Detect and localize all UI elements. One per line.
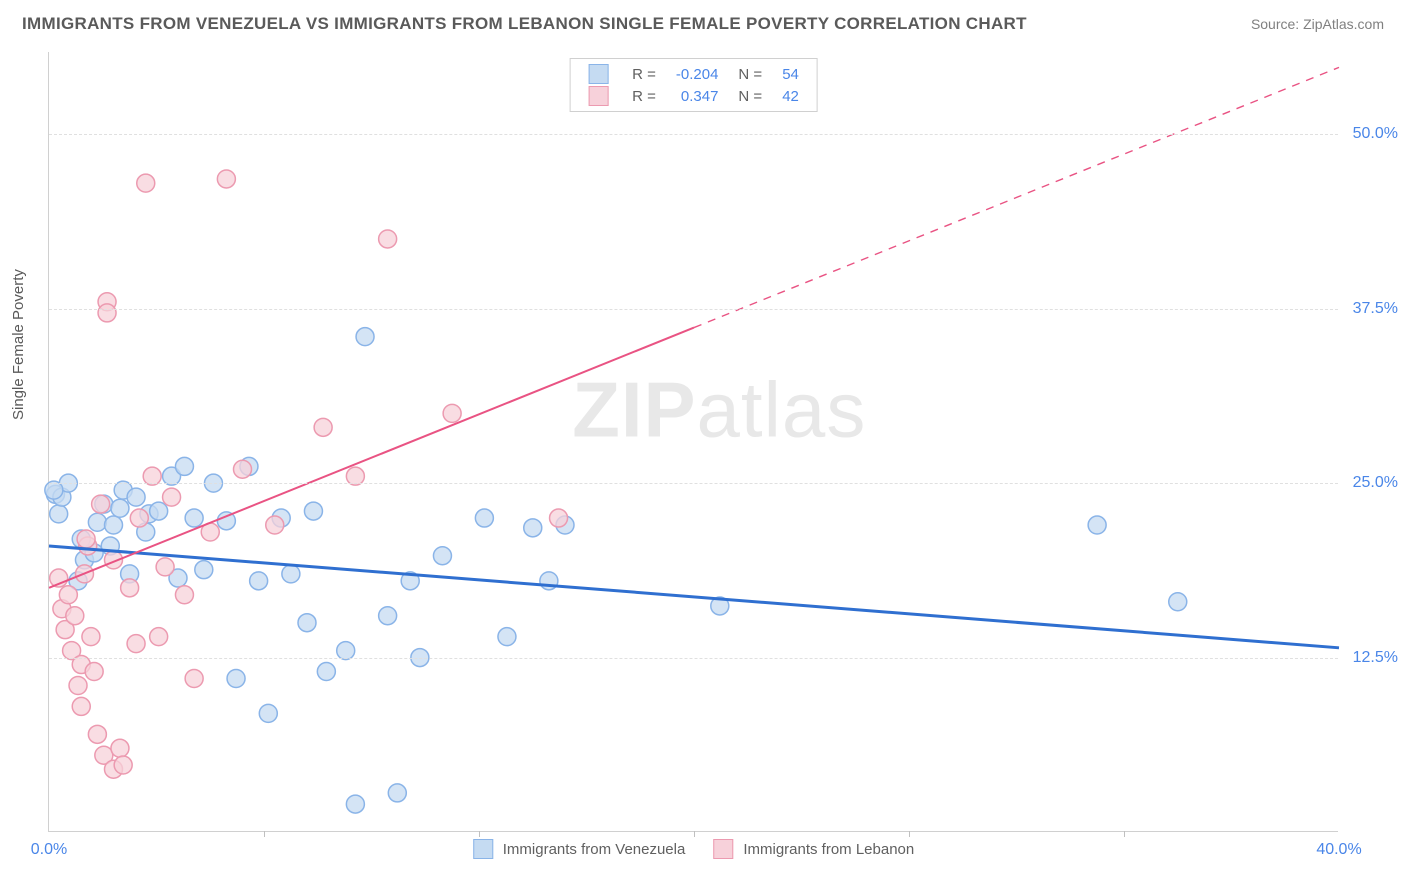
data-point bbox=[72, 697, 90, 715]
x-tickmark bbox=[479, 831, 480, 837]
gridline bbox=[49, 134, 1338, 135]
data-point bbox=[111, 499, 129, 517]
x-tickmark bbox=[264, 831, 265, 837]
data-point bbox=[433, 547, 451, 565]
swatch-lebanon bbox=[588, 86, 608, 106]
r-value-lebanon: 0.347 bbox=[666, 85, 729, 107]
data-point bbox=[156, 558, 174, 576]
n-label: N = bbox=[728, 63, 772, 85]
data-point bbox=[77, 530, 95, 548]
data-point bbox=[227, 670, 245, 688]
data-point bbox=[88, 513, 106, 531]
data-point bbox=[217, 170, 235, 188]
swatch-venezuela bbox=[588, 64, 608, 84]
legend-item-lebanon: Immigrants from Lebanon bbox=[713, 839, 914, 859]
data-point bbox=[524, 519, 542, 537]
plot-area: ZIPatlas R = -0.204 N = 54 R = 0.347 N =… bbox=[48, 52, 1338, 832]
data-point bbox=[195, 561, 213, 579]
r-value-venezuela: -0.204 bbox=[666, 63, 729, 85]
data-point bbox=[1169, 593, 1187, 611]
data-point bbox=[175, 457, 193, 475]
data-point bbox=[175, 586, 193, 604]
data-point bbox=[185, 509, 203, 527]
data-point bbox=[356, 328, 374, 346]
n-label: N = bbox=[728, 85, 772, 107]
swatch-lebanon bbox=[713, 839, 733, 859]
data-point bbox=[111, 739, 129, 757]
data-point bbox=[98, 304, 116, 322]
x-tickmark bbox=[1124, 831, 1125, 837]
gridline bbox=[49, 309, 1338, 310]
data-point bbox=[346, 795, 364, 813]
data-point bbox=[121, 579, 139, 597]
legend-label-lebanon: Immigrants from Lebanon bbox=[743, 841, 914, 858]
data-point bbox=[88, 725, 106, 743]
data-point bbox=[550, 509, 568, 527]
data-point bbox=[85, 663, 103, 681]
data-point bbox=[388, 784, 406, 802]
legend-correlation: R = -0.204 N = 54 R = 0.347 N = 42 bbox=[569, 58, 818, 112]
legend-series: Immigrants from Venezuela Immigrants fro… bbox=[473, 839, 915, 859]
data-point bbox=[379, 230, 397, 248]
data-point bbox=[66, 607, 84, 625]
trend-line bbox=[49, 328, 694, 588]
data-point bbox=[314, 418, 332, 436]
data-point bbox=[105, 516, 123, 534]
n-value-lebanon: 42 bbox=[772, 85, 809, 107]
y-tick-label: 12.5% bbox=[1353, 649, 1398, 667]
chart-header: IMMIGRANTS FROM VENEZUELA VS IMMIGRANTS … bbox=[0, 0, 1406, 40]
legend-row-venezuela: R = -0.204 N = 54 bbox=[578, 63, 809, 85]
r-label: R = bbox=[622, 85, 666, 107]
data-point bbox=[150, 502, 168, 520]
data-point bbox=[114, 756, 132, 774]
x-tickmark bbox=[694, 831, 695, 837]
data-point bbox=[150, 628, 168, 646]
data-point bbox=[298, 614, 316, 632]
data-point bbox=[69, 676, 87, 694]
r-label: R = bbox=[622, 63, 666, 85]
data-point bbox=[266, 516, 284, 534]
x-tick-label: 0.0% bbox=[31, 841, 67, 859]
data-point bbox=[127, 635, 145, 653]
data-point bbox=[59, 586, 77, 604]
gridline bbox=[49, 483, 1338, 484]
data-point bbox=[50, 505, 68, 523]
y-axis-label: Single Female Poverty bbox=[10, 269, 27, 420]
data-point bbox=[259, 704, 277, 722]
data-point bbox=[475, 509, 493, 527]
gridline bbox=[49, 658, 1338, 659]
x-tickmark bbox=[909, 831, 910, 837]
n-value-venezuela: 54 bbox=[772, 63, 809, 85]
data-point bbox=[92, 495, 110, 513]
data-point bbox=[1088, 516, 1106, 534]
chart-svg bbox=[49, 52, 1338, 831]
y-tick-label: 25.0% bbox=[1353, 474, 1398, 492]
chart-source: Source: ZipAtlas.com bbox=[1251, 16, 1384, 32]
data-point bbox=[379, 607, 397, 625]
data-point bbox=[130, 509, 148, 527]
y-tick-label: 50.0% bbox=[1353, 125, 1398, 143]
trend-line bbox=[49, 546, 1339, 648]
x-tick-label: 40.0% bbox=[1316, 841, 1361, 859]
data-point bbox=[137, 174, 155, 192]
data-point bbox=[498, 628, 516, 646]
y-tick-label: 37.5% bbox=[1353, 300, 1398, 318]
chart-title: IMMIGRANTS FROM VENEZUELA VS IMMIGRANTS … bbox=[22, 14, 1027, 34]
data-point bbox=[443, 404, 461, 422]
data-point bbox=[185, 670, 203, 688]
data-point bbox=[282, 565, 300, 583]
legend-item-venezuela: Immigrants from Venezuela bbox=[473, 839, 686, 859]
data-point bbox=[82, 628, 100, 646]
legend-label-venezuela: Immigrants from Venezuela bbox=[503, 841, 686, 858]
data-point bbox=[250, 572, 268, 590]
data-point bbox=[234, 460, 252, 478]
data-point bbox=[163, 488, 181, 506]
data-point bbox=[317, 663, 335, 681]
legend-row-lebanon: R = 0.347 N = 42 bbox=[578, 85, 809, 107]
data-point bbox=[127, 488, 145, 506]
data-point bbox=[304, 502, 322, 520]
swatch-venezuela bbox=[473, 839, 493, 859]
